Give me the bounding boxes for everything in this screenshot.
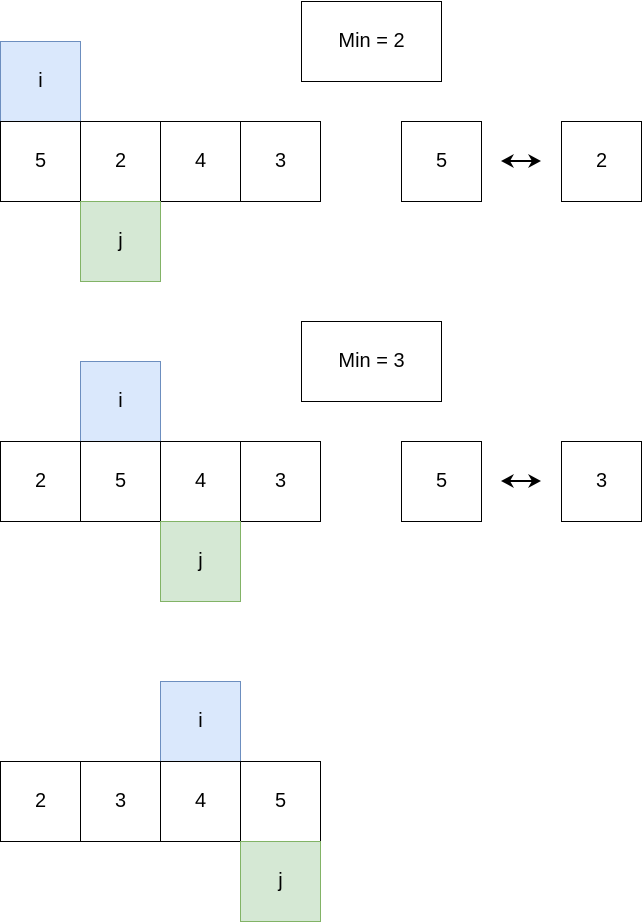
array-cell: 3 (80, 761, 161, 842)
swap-right-cell: 2 (561, 121, 642, 202)
array-cell: 3 (240, 121, 321, 202)
array-cell: 4 (160, 441, 241, 522)
array-cell: 5 (80, 441, 161, 522)
swap-arrow-icon (501, 154, 541, 168)
array-cell: 5 (240, 761, 321, 842)
pointer-j: j (160, 521, 241, 602)
array-cell: 4 (160, 761, 241, 842)
swap-left-cell: 5 (401, 441, 482, 522)
swap-right-cell: 3 (561, 441, 642, 522)
array-cell: 2 (0, 761, 81, 842)
min-label: Min = 2 (301, 1, 442, 82)
swap-arrow-icon (501, 474, 541, 488)
array-cell: 2 (0, 441, 81, 522)
min-label: Min = 3 (301, 321, 442, 402)
pointer-j: j (240, 841, 321, 922)
pointer-i: i (0, 41, 81, 122)
swap-left-cell: 5 (401, 121, 482, 202)
pointer-j: j (80, 201, 161, 282)
array-cell: 3 (240, 441, 321, 522)
array-cell: 4 (160, 121, 241, 202)
array-cell: 5 (0, 121, 81, 202)
pointer-i: i (80, 361, 161, 442)
array-cell: 2 (80, 121, 161, 202)
pointer-i: i (160, 681, 241, 762)
